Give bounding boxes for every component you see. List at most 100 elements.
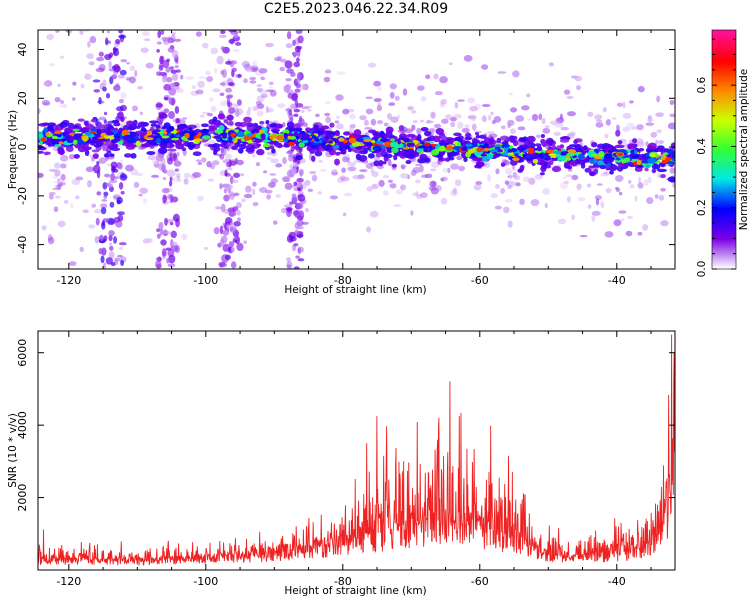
band-blob (474, 131, 480, 136)
core-blob (390, 141, 398, 148)
band-blob (120, 116, 125, 122)
spectrogram-y-tick-label: 0 (16, 144, 29, 151)
colorbar-swatch (712, 123, 736, 127)
noise-blob (180, 74, 184, 80)
band-blob (150, 123, 158, 127)
band-blob (596, 143, 606, 150)
noise-blob (113, 85, 121, 92)
band-blob (77, 145, 87, 153)
noise-blob (364, 126, 373, 130)
noise-blob (495, 184, 500, 190)
band-blob (270, 128, 281, 133)
noise-blob (277, 13, 282, 19)
noise-blob (470, 114, 477, 122)
noise-blob (646, 118, 655, 122)
band-blob (234, 121, 243, 127)
noise-blob (55, 30, 60, 33)
colorbar-tick-label: 0.2 (696, 199, 708, 216)
noise-blob (230, 261, 237, 269)
noise-blob (318, 159, 323, 163)
noise-blob (233, 172, 241, 178)
noise-blob (541, 117, 546, 125)
noise-blob (104, 173, 111, 178)
noise-blob (452, 187, 458, 195)
noise-blob (299, 83, 307, 91)
snr-y-tick-label: 2000 (16, 484, 29, 512)
noise-blob (577, 197, 586, 202)
noise-blob (389, 183, 397, 189)
core-blob (514, 153, 519, 157)
noise-blob (635, 140, 645, 148)
band-blob (295, 154, 303, 161)
noise-blob (163, 230, 171, 235)
noise-blob (645, 141, 649, 147)
band-blob (670, 142, 675, 149)
core-blob (522, 153, 527, 158)
core-blob (64, 135, 74, 140)
noise-blob (59, 55, 65, 59)
noise-blob (165, 66, 171, 73)
noise-blob (155, 153, 164, 162)
colorbar-swatch (712, 225, 736, 228)
noise-blob (410, 210, 414, 216)
noise-blob (352, 174, 361, 180)
band-blob (91, 149, 100, 153)
noise-blob (79, 30, 84, 35)
core-blob (363, 138, 372, 143)
core-blob (283, 132, 288, 139)
band-blob (614, 144, 625, 149)
noise-blob (369, 210, 379, 218)
noise-blob (165, 76, 173, 83)
noise-blob (269, 85, 273, 89)
band-blob (243, 116, 252, 123)
colorbar-swatch (712, 165, 736, 169)
noise-blob (100, 203, 108, 209)
noise-blob (119, 69, 127, 76)
noise-blob (227, 100, 231, 108)
noise-blob (301, 106, 310, 110)
noise-blob (162, 177, 166, 181)
noise-blob (174, 168, 179, 172)
noise-blob (214, 206, 222, 210)
noise-blob (91, 17, 96, 22)
band-blob (406, 133, 416, 138)
noise-blob (60, 154, 69, 162)
noise-blob (323, 76, 331, 83)
noise-blob (246, 109, 251, 117)
noise-blob (286, 68, 294, 74)
noise-blob (388, 102, 396, 107)
colorbar-swatch (712, 57, 736, 61)
noise-blob (247, 106, 252, 111)
colorbar-swatch (712, 227, 736, 230)
noise-blob (60, 173, 66, 181)
core-blob (135, 140, 141, 147)
noise-blob (229, 191, 235, 201)
noise-blob (214, 67, 218, 75)
core-blob (532, 158, 539, 164)
noise-blob (329, 195, 339, 200)
core-blob (546, 149, 555, 154)
colorbar-swatch (712, 153, 736, 157)
noise-blob (108, 234, 113, 242)
noise-blob (103, 119, 107, 124)
noise-blob (387, 179, 393, 183)
noise-blob (168, 97, 176, 106)
band-blob (353, 129, 362, 137)
spectrogram-y-tick-label: -40 (16, 236, 29, 254)
colorbar-swatch (712, 75, 736, 79)
noise-blob (415, 179, 421, 184)
noise-blob (117, 211, 125, 216)
noise-blob (440, 197, 448, 205)
noise-blob (106, 30, 110, 34)
noise-blob (252, 181, 257, 187)
noise-blob (510, 107, 518, 113)
noise-blob (481, 115, 487, 123)
noise-blob (365, 108, 374, 115)
core-blob (460, 147, 468, 152)
noise-blob (298, 198, 303, 202)
noise-blob (95, 67, 105, 73)
core-blob (282, 129, 290, 135)
noise-blob (548, 62, 554, 67)
band-blob (584, 167, 592, 173)
noise-blob (68, 261, 77, 267)
